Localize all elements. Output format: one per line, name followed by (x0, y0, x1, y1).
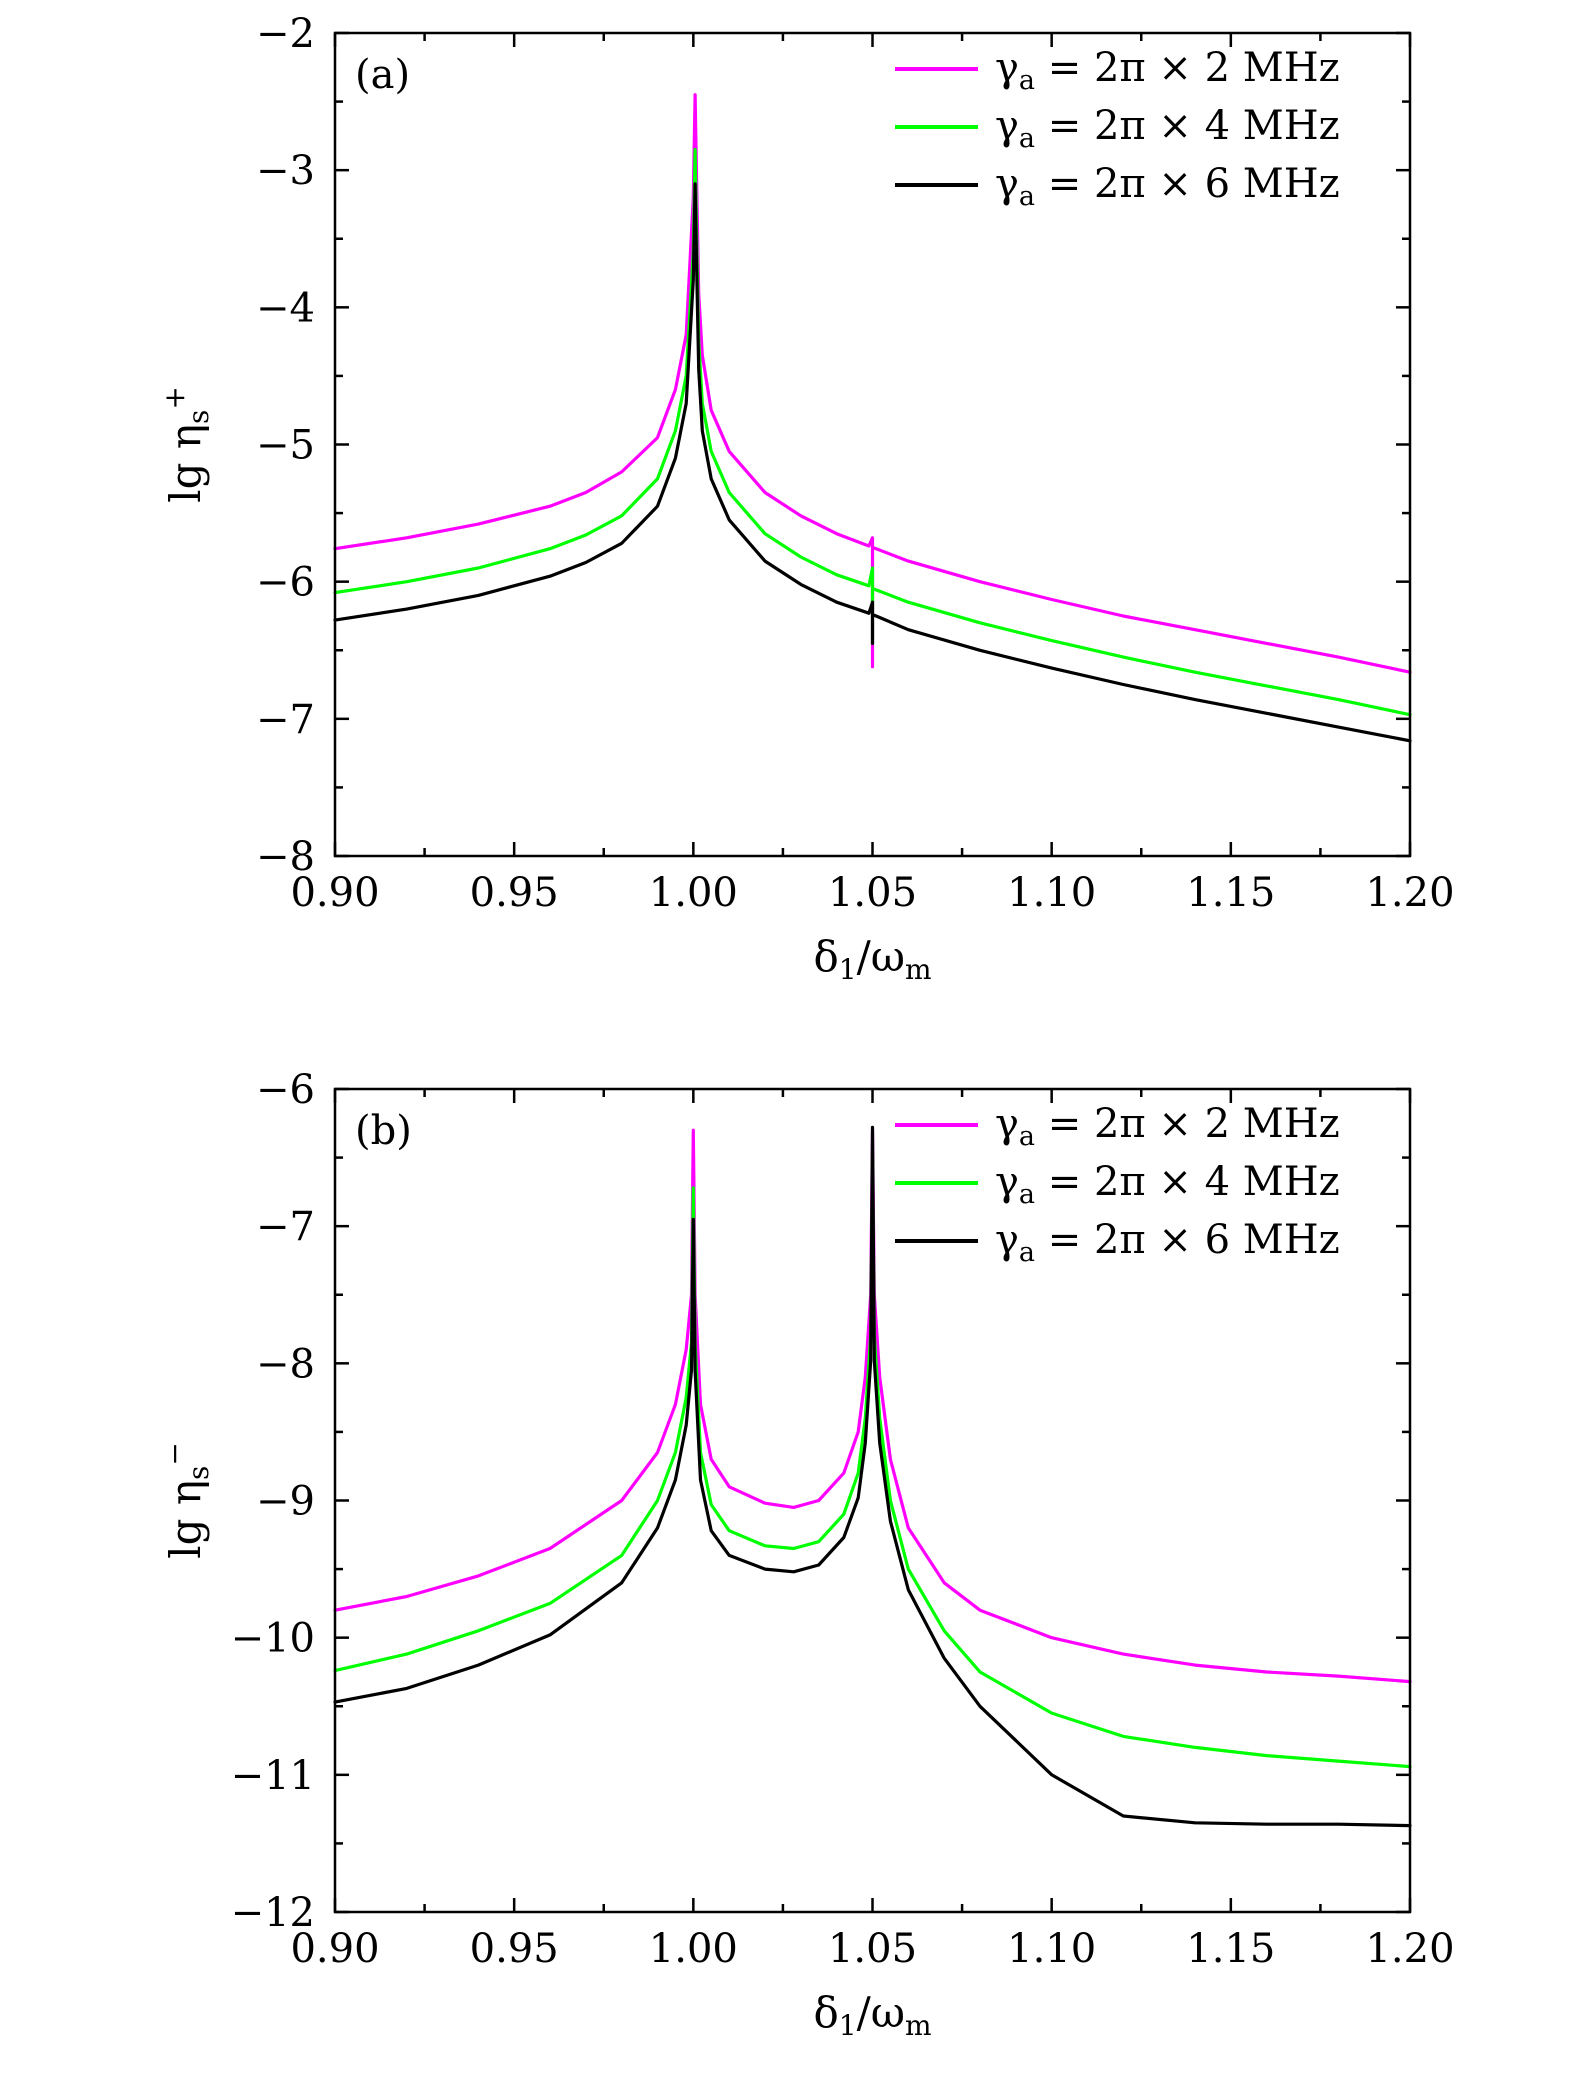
series-line-3 (333, 182, 1412, 743)
y-tick-label: −6 (256, 560, 315, 606)
y-axis-label: lg ηs− (158, 1442, 215, 1559)
x-tick-label: 1.15 (1186, 1926, 1275, 1972)
y-axis-label: lg ηs+ (158, 386, 215, 503)
x-axis-label: δ1/ωm (813, 932, 931, 986)
y-tick-label: −10 (231, 1616, 315, 1662)
y-tick-label: −7 (256, 697, 315, 743)
y-tick-label: −2 (256, 11, 315, 57)
x-tick-label: 1.15 (1186, 870, 1275, 916)
legend-entry: γa = 2π × 2 MHz (995, 1101, 1340, 1152)
x-tick-label: 1.10 (1007, 870, 1096, 916)
x-tick-label: 1.05 (828, 1926, 917, 1972)
x-tick-label: 1.20 (1365, 1926, 1454, 1972)
x-tick-label: 0.90 (290, 1926, 379, 1972)
y-tick-label: −9 (256, 1479, 315, 1525)
series-line-1 (333, 93, 1412, 674)
y-tick-label: −3 (256, 148, 315, 194)
y-tick-label: −8 (256, 834, 315, 880)
legend-entry: γa = 2π × 6 MHz (995, 1217, 1340, 1268)
y-tick-label: −8 (256, 1341, 315, 1387)
y-tick-label: −5 (256, 423, 315, 469)
y-tick-label: −4 (256, 285, 315, 331)
series-group (333, 1125, 1412, 1828)
legend-entry: γa = 2π × 2 MHz (995, 45, 1340, 96)
x-tick-label: 1.05 (828, 870, 917, 916)
legend-entry: γa = 2π × 4 MHz (995, 1159, 1340, 1210)
x-tick-label: 1.10 (1007, 1926, 1096, 1972)
panel-a: 0.90 0.95 1.00 1.05 1.10 1.15 1.20 −2 −3 −4 −5 −6 −7… (158, 11, 1455, 986)
plot-frame (333, 31, 1412, 858)
series-line-3 (333, 1125, 1412, 1828)
x-tick-label: 0.95 (470, 1926, 559, 1972)
legend-entry: γa = 2π × 4 MHz (995, 103, 1340, 154)
x-tick-label: 0.90 (290, 870, 379, 916)
series-line-2 (333, 1156, 1412, 1769)
x-tick-label: 0.95 (470, 870, 559, 916)
y-tick-label: −11 (231, 1753, 315, 1799)
legend: γa = 2π × 2 MHz γa = 2π × 4 MHz γa = 2π × … (895, 1101, 1340, 1268)
x-tick-label: 1.20 (1365, 870, 1454, 916)
panel-b: 0.90 0.95 1.00 1.05 1.10 1.15 1.20 −6 −7 −8 −9 −10 −… (158, 1067, 1455, 2042)
legend-entry: γa = 2π × 6 MHz (995, 161, 1340, 212)
y-tick-label: −6 (256, 1067, 315, 1113)
y-tick-label: −7 (256, 1204, 315, 1250)
panel-label: (a) (355, 52, 410, 98)
series-group (333, 93, 1412, 743)
panel-label: (b) (355, 1108, 412, 1154)
series-line-2 (333, 148, 1412, 717)
x-tick-label: 1.00 (649, 870, 738, 916)
x-tick-label: 1.00 (649, 1926, 738, 1972)
series-line-1 (333, 1128, 1412, 1684)
legend: γa = 2π × 2 MHz γa = 2π × 4 MHz γa = 2π × … (895, 45, 1340, 212)
x-axis-label: δ1/ωm (813, 1988, 931, 2042)
y-tick-label: −12 (231, 1890, 315, 1936)
